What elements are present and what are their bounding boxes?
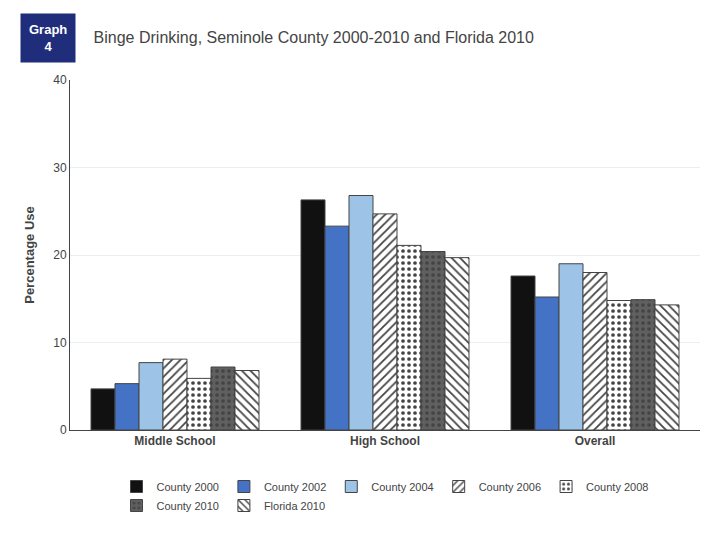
svg-text:County 2000: County 2000 bbox=[157, 481, 219, 493]
svg-text:County 2002: County 2002 bbox=[264, 481, 326, 493]
svg-text:40: 40 bbox=[53, 73, 67, 87]
svg-text:County 2006: County 2006 bbox=[479, 481, 541, 493]
svg-text:30: 30 bbox=[53, 161, 67, 175]
svg-text:20: 20 bbox=[53, 248, 67, 262]
svg-text:County 2008: County 2008 bbox=[586, 481, 648, 493]
svg-text:Middle School: Middle School bbox=[134, 434, 215, 448]
svg-text:Overall: Overall bbox=[575, 434, 616, 448]
svg-text:Florida 2010: Florida 2010 bbox=[264, 500, 325, 512]
svg-text:Percentage Use: Percentage Use bbox=[22, 206, 37, 304]
svg-text:Binge Drinking, Seminole Count: Binge Drinking, Seminole County 2000-201… bbox=[94, 29, 534, 46]
svg-text:10: 10 bbox=[53, 336, 67, 350]
svg-text:County 2010: County 2010 bbox=[157, 500, 219, 512]
svg-text:County 2004: County 2004 bbox=[371, 481, 433, 493]
svg-text:0: 0 bbox=[60, 423, 67, 437]
svg-text:Graph4: Graph4 bbox=[29, 22, 67, 54]
svg-text:High School: High School bbox=[350, 434, 420, 448]
